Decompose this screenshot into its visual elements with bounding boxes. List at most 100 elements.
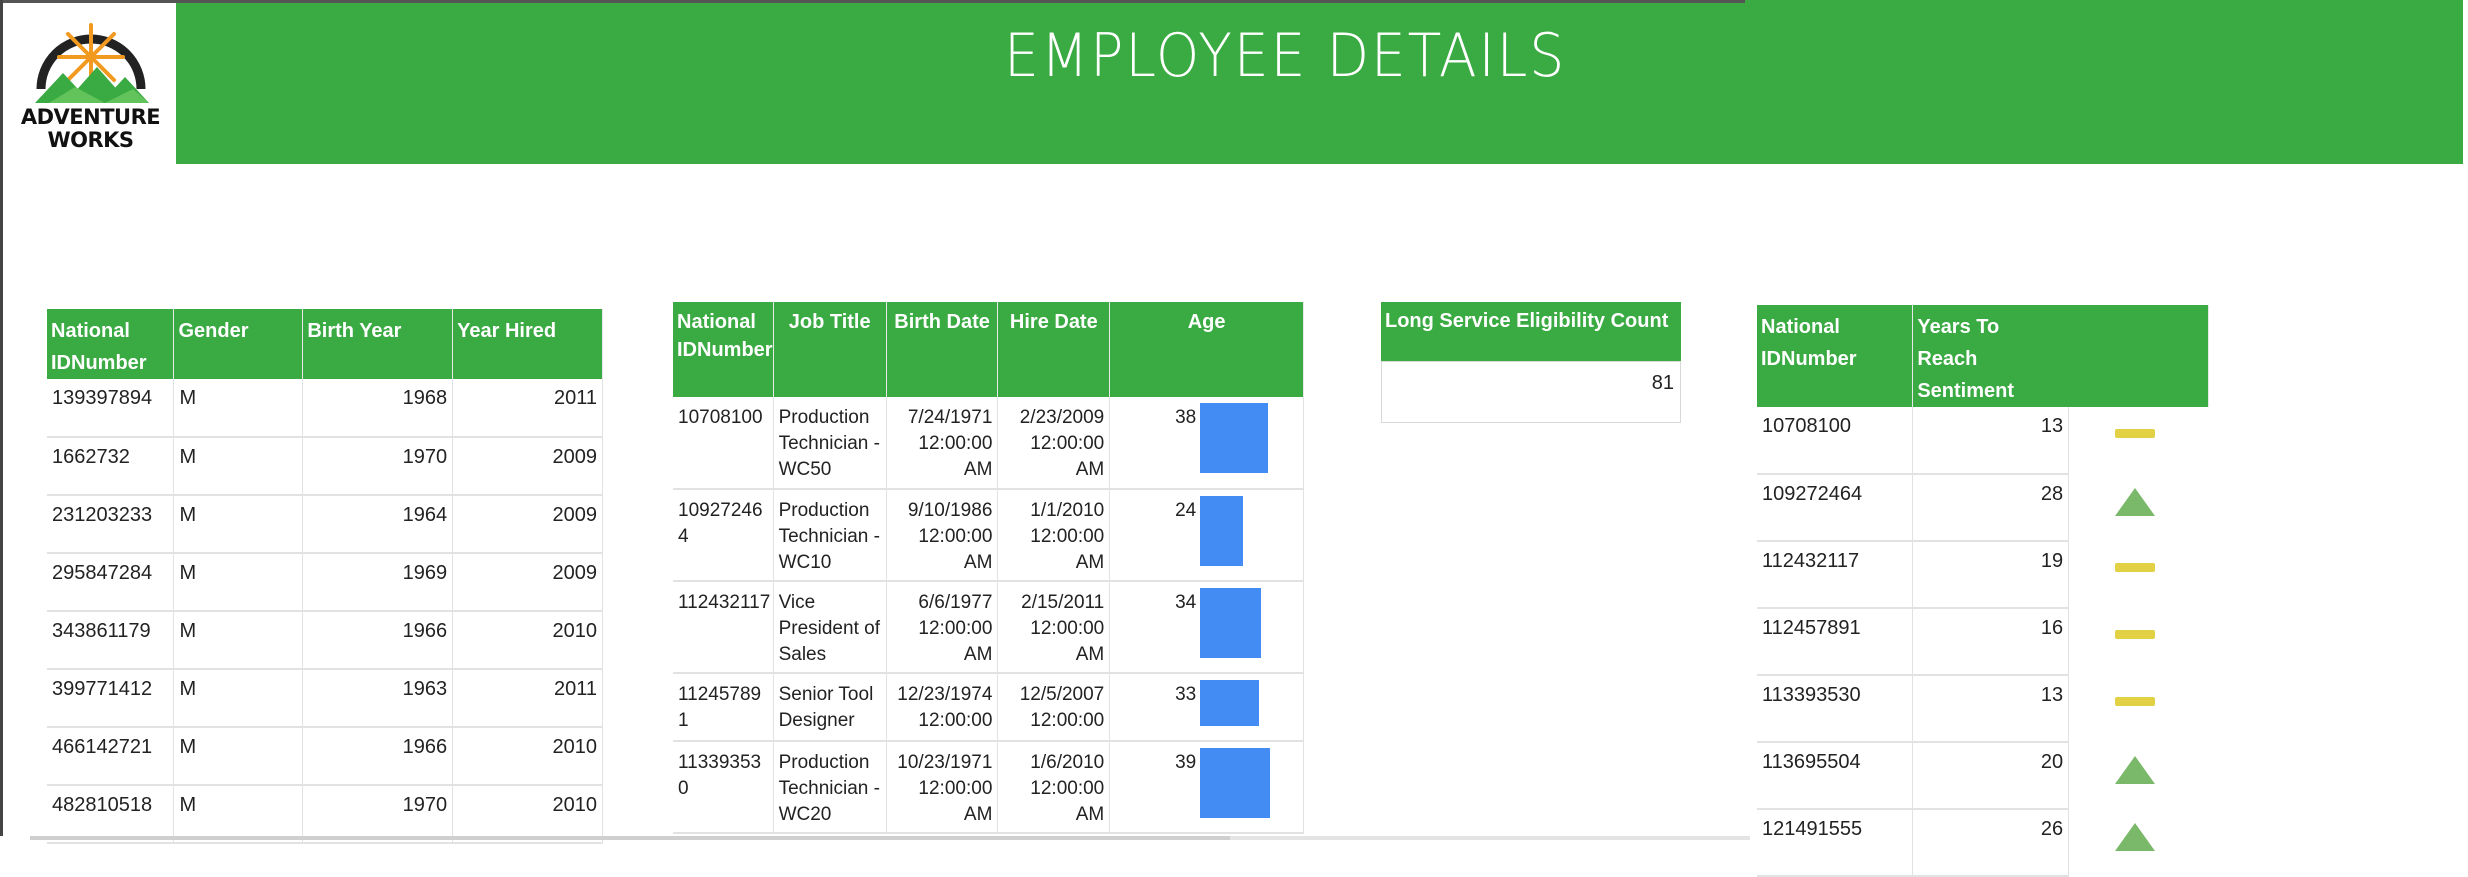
cell-years-to-reach: 20	[1912, 742, 2070, 810]
horizontal-scrollbar[interactable]	[30, 836, 1230, 840]
cell-age: 38	[1109, 397, 1304, 490]
col-header-year-hired[interactable]: Year Hired	[452, 309, 603, 379]
table-row[interactable]: 231203233 M 1964 2009	[47, 495, 603, 554]
cell-birth-date: 12/23/1974 12:00:00	[886, 673, 999, 742]
table-row[interactable]: 466142721 M 1966 2010	[47, 727, 603, 786]
table-row[interactable]: 295847284 M 1969 2009	[47, 553, 603, 612]
window-left-border	[0, 0, 3, 836]
col-header-gender[interactable]: Gender	[173, 309, 304, 379]
cell-age: 24	[1109, 489, 1304, 582]
table-row[interactable]: 112457891 Senior Tool Designer 12/23/1974 …	[673, 673, 1304, 742]
table-row[interactable]: 139397894 M 1968 2011	[47, 379, 603, 438]
banner-top-strip	[1745, 0, 2463, 4]
cell-job-title: Production Technician - WC50	[773, 397, 887, 490]
sentiment-neutral-dash-icon	[2115, 429, 2156, 438]
logo-emblem-icon	[35, 23, 149, 103]
cell-job-title: Senior Tool Designer	[773, 673, 887, 742]
cell-years-to-reach: 19	[1912, 541, 2070, 609]
table-row[interactable]: 112432117 Vice President of Sales 6/6/1977…	[673, 581, 1304, 674]
cell-sentiment	[2069, 541, 2209, 608]
cell-job-title: Production Technician - WC10	[773, 489, 887, 582]
table-row[interactable]: 10708100 Production Technician - WC50 7/24…	[673, 397, 1304, 490]
page-title: EMPLOYEE DETAILS	[1004, 21, 1567, 91]
cell-hire-date: 12/5/2007 12:00:00	[997, 673, 1111, 742]
logo-line2: WORKS	[47, 128, 134, 152]
table-row[interactable]: 343861179 M 1966 2010	[47, 611, 603, 670]
table-row[interactable]: 482810518 M 1970 2010	[47, 785, 603, 844]
cell-birth-date: 7/24/1971 12:00:00 AM	[886, 397, 999, 490]
cell-birth-year: 1970	[302, 437, 454, 496]
col-header-birth-date[interactable]: Birth Date	[886, 302, 999, 397]
age-bar	[1200, 748, 1271, 818]
sentiment-up-triangle-icon	[2115, 823, 2156, 851]
card-value: 81	[1381, 361, 1681, 423]
cell-year-hired: 2009	[452, 437, 603, 496]
col-header-job-title[interactable]: Job Title	[773, 302, 887, 397]
cell-year-hired: 2010	[452, 785, 603, 844]
cell-national-id: 113393530	[673, 741, 774, 834]
cell-year-hired: 2009	[452, 495, 603, 554]
table-row[interactable]: 112432117 19	[1757, 541, 2209, 609]
cell-sentiment	[2069, 474, 2209, 541]
cell-year-hired: 2010	[452, 611, 603, 670]
table-row[interactable]: 112457891 16	[1757, 608, 2209, 676]
cell-birth-year: 1964	[302, 495, 454, 554]
table-row[interactable]: 399771412 M 1963 2011	[47, 669, 603, 728]
horizontal-scrollbar-track[interactable]	[1230, 836, 1750, 840]
cell-years-to-reach: 28	[1912, 474, 2070, 542]
table-row[interactable]: 1662732 M 1970 2009	[47, 437, 603, 496]
cell-gender: M	[173, 611, 304, 670]
table-row[interactable]: 121491555 26	[1757, 809, 2209, 877]
cell-years-to-reach: 13	[1912, 675, 2070, 743]
cell-national-id: 112457891	[1757, 608, 1914, 676]
long-service-card: Long Service Eligibility Count 81	[1381, 302, 1681, 423]
sentiment-neutral-dash-icon	[2115, 630, 2156, 639]
age-bar	[1200, 680, 1260, 726]
table-row[interactable]: 113393530 Production Technician - WC20 10/…	[673, 741, 1304, 834]
cell-gender: M	[173, 785, 304, 844]
sentiment-up-triangle-icon	[2115, 488, 2156, 516]
cell-year-hired: 2011	[452, 379, 603, 438]
col-header-hire-date[interactable]: Hire Date	[997, 302, 1111, 397]
cell-national-id: 343861179	[47, 611, 175, 670]
cell-hire-date: 2/23/2009 12:00:00 AM	[997, 397, 1111, 490]
table-row[interactable]: 113393530 13	[1757, 675, 2209, 743]
cell-gender: M	[173, 437, 304, 496]
cell-national-id: 295847284	[47, 553, 175, 612]
col-header-years-to-reach[interactable]: Years To Reach Sentiment	[1912, 305, 2069, 407]
cell-years-to-reach: 16	[1912, 608, 2070, 676]
cell-sentiment	[2069, 742, 2209, 809]
cell-gender: M	[173, 495, 304, 554]
cell-birth-year: 1963	[302, 669, 454, 728]
age-bar	[1200, 588, 1262, 658]
cell-national-id: 399771412	[47, 669, 175, 728]
cell-gender: M	[173, 379, 304, 438]
cell-hire-date: 1/1/2010 12:00:00 AM	[997, 489, 1111, 582]
table-row[interactable]: 109272464 Production Technician - WC10 9/1…	[673, 489, 1304, 582]
cell-national-id: 1662732	[47, 437, 175, 496]
cell-year-hired: 2009	[452, 553, 603, 612]
col-header-birth-year[interactable]: Birth Year	[302, 309, 454, 379]
cell-birth-year: 1966	[302, 611, 454, 670]
employee-basic-table[interactable]: National IDNumber Gender Birth Year Year…	[47, 309, 603, 844]
col-header-national-id[interactable]: National IDNumber	[673, 302, 774, 397]
table-row[interactable]: 109272464 28	[1757, 474, 2209, 542]
cell-year-hired: 2010	[452, 727, 603, 786]
employee-job-table[interactable]: National IDNumber Job Title Birth Date H…	[673, 302, 1304, 834]
age-value: 24	[1175, 500, 1197, 521]
age-value: 33	[1175, 684, 1197, 705]
cell-years-to-reach: 26	[1912, 809, 2070, 877]
age-value: 38	[1175, 407, 1197, 428]
table-row[interactable]: 113695504 20	[1757, 742, 2209, 810]
cell-birth-year: 1970	[302, 785, 454, 844]
title-banner: EMPLOYEE DETAILS	[176, 3, 2463, 164]
table-row[interactable]: 10708100 13	[1757, 407, 2209, 475]
cell-gender: M	[173, 669, 304, 728]
sentiment-table[interactable]: National IDNumber Years To Reach Sentime…	[1757, 305, 2209, 877]
cell-national-id: 10708100	[673, 397, 774, 490]
col-header-national-id[interactable]: National IDNumber	[1757, 305, 1914, 407]
col-header-national-id[interactable]: National IDNumber	[47, 309, 175, 379]
col-header-age[interactable]: Age	[1109, 302, 1304, 397]
cell-gender: M	[173, 553, 304, 612]
cell-year-hired: 2011	[452, 669, 603, 728]
